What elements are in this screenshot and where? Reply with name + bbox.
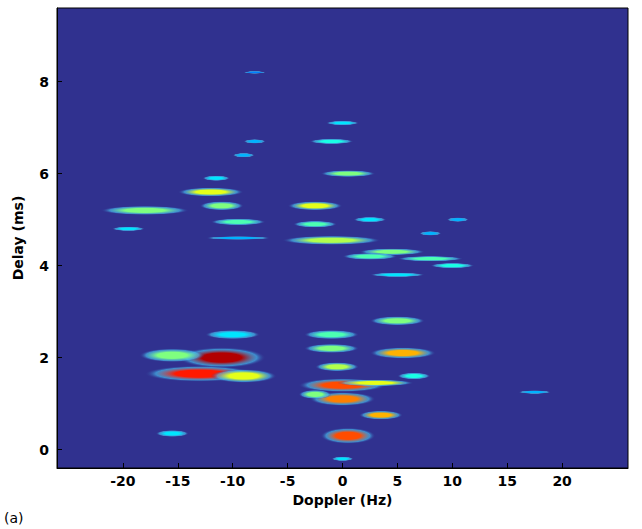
svg-text:0: 0 xyxy=(338,473,348,489)
svg-text:4: 4 xyxy=(39,258,49,274)
svg-text:6: 6 xyxy=(39,166,49,182)
svg-text:0: 0 xyxy=(39,442,49,458)
svg-text:-5: -5 xyxy=(280,473,296,489)
svg-text:10: 10 xyxy=(443,473,463,489)
svg-text:-15: -15 xyxy=(165,473,190,489)
svg-text:20: 20 xyxy=(552,473,572,489)
svg-text:2: 2 xyxy=(39,350,49,366)
svg-text:-20: -20 xyxy=(110,473,136,489)
svg-text:8: 8 xyxy=(39,74,49,90)
svg-text:5: 5 xyxy=(393,473,403,489)
svg-text:-10: -10 xyxy=(220,473,246,489)
svg-text:Delay (ms): Delay (ms) xyxy=(10,196,26,281)
svg-text:(a): (a) xyxy=(4,510,24,526)
svg-text:15: 15 xyxy=(497,473,516,489)
svg-text:Doppler (Hz): Doppler (Hz) xyxy=(292,492,392,508)
